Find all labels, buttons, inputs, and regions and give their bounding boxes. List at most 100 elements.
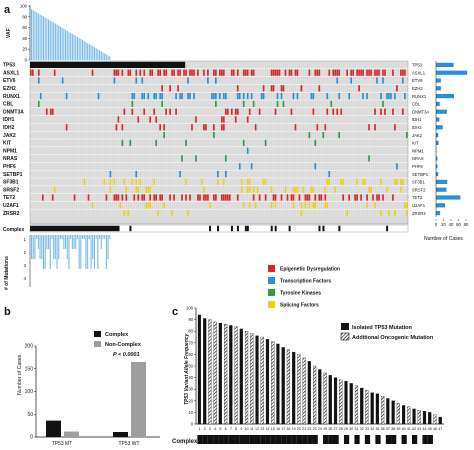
vaf-bar [39, 14, 41, 61]
gene-label-right-setbp1: SETBP1 [412, 172, 429, 177]
panel-c-xtick-12: 12 [255, 427, 259, 431]
cell-asxl1 [171, 69, 173, 76]
cell-tet2 [360, 194, 362, 201]
cell-asxl1 [360, 69, 362, 76]
vaf-tick-0: 0 [25, 58, 28, 63]
cell-runx1 [215, 93, 217, 100]
cell-tet2 [113, 194, 116, 201]
panel-c-bar-31 [354, 385, 359, 425]
panel-c-xtick-23: 23 [313, 427, 317, 431]
cell-tet2 [376, 194, 378, 201]
panel-c-complex-label: Complex [172, 439, 198, 445]
cell-srsf2 [294, 186, 297, 193]
cell-tet2 [378, 194, 380, 201]
cell-srsf2 [53, 186, 56, 193]
cell-cbl [276, 100, 279, 107]
mutation-ticks: 1 2 3 4 [24, 235, 31, 287]
mutation-bar [75, 235, 77, 249]
cell-sf3b1 [400, 178, 402, 185]
cell-u2af1 [314, 202, 317, 209]
cell-tet2 [141, 194, 144, 201]
gene-label-u2af1: U2AF1 [3, 203, 19, 209]
cell-tet2 [324, 194, 327, 201]
vaf-bar [88, 44, 90, 60]
mutation-bar [109, 235, 111, 239]
cell-runx1 [276, 93, 279, 100]
panel-c-xtick-27: 27 [334, 427, 338, 431]
cell-runx1 [211, 93, 213, 100]
panel-b-letter: b [4, 306, 11, 318]
gene-label-right-kit: KIT [412, 141, 419, 146]
panel-c-bar-2 [203, 318, 207, 425]
panel-c-ytick-0: 0 [191, 422, 194, 427]
panel-b-bars [46, 361, 146, 437]
cell-idh2 [316, 124, 319, 131]
cell-srsf2 [334, 186, 337, 193]
vaf-bar [61, 27, 63, 60]
panel-c-complex-cell-13 [260, 435, 266, 444]
panel-c-xtick-21: 21 [302, 427, 306, 431]
vaf-bar [48, 19, 50, 60]
cell-tet2 [222, 194, 225, 201]
panel-c-xtick-7: 7 [230, 427, 232, 431]
gene-label-right-etv6: ETV6 [412, 78, 423, 83]
panel-c-complex-cell-27 [333, 435, 339, 444]
cell-asxl1 [332, 69, 335, 76]
cell-tet2 [320, 194, 323, 201]
gene-label-right-ezh2: EZH2 [412, 86, 423, 91]
cell-runx1 [131, 93, 134, 100]
panel-c-xtick-38: 38 [391, 427, 395, 431]
panel-c-complex-cell-3 [207, 435, 214, 444]
gene-label-ezh2: EZH2 [3, 86, 16, 92]
gene-label-right-jak2: JAK2 [412, 133, 423, 138]
cell-etv6 [382, 77, 384, 84]
cell-tet2 [87, 194, 90, 201]
cell-asxl1 [328, 69, 331, 76]
panel-c-complex-cell-8 [234, 435, 240, 444]
cell-srsf2 [149, 186, 152, 193]
panel-c-bar-24 [318, 369, 322, 425]
complex-cell [386, 225, 389, 232]
cell-runx1 [155, 93, 158, 100]
cell-runx1 [181, 93, 183, 100]
cell-srsf2 [310, 186, 313, 193]
cell-idh1 [149, 116, 152, 123]
cell-etv6 [141, 77, 144, 84]
panel-c-complex-cell-15 [270, 435, 276, 444]
cell-u2af1 [404, 202, 406, 209]
cell-runx1 [242, 93, 245, 100]
panel-c-ytick-20: 20 [188, 398, 193, 403]
cell-phf6 [238, 163, 241, 170]
gene-label-right-dnmt3a: DNMT3A [412, 109, 429, 114]
cell-dnmt3a [326, 108, 329, 115]
panel-c-bar-42 [412, 408, 416, 425]
gene-label-right-cbl: CBL [412, 102, 421, 107]
cell-runx1 [362, 93, 364, 100]
panel-b-ytick-100: 100 [25, 389, 34, 395]
mutation-bar [70, 235, 72, 239]
panel-c-bar-28 [339, 379, 343, 425]
vaf-tick-80: 80 [22, 14, 27, 19]
vaf-bar [80, 38, 82, 60]
vaf-bar [37, 13, 39, 60]
panel-c-xtick-6: 6 [225, 427, 227, 431]
panel-c-complex-cell-1 [197, 435, 203, 444]
panel-c-bar-37 [386, 398, 390, 425]
panel-c-bar-7 [229, 325, 233, 425]
cell-asxl1 [236, 69, 239, 76]
cell-tet2 [306, 194, 309, 201]
panel-c-ytick-60: 60 [188, 352, 193, 357]
panel-c-bar-27 [333, 377, 338, 425]
panel-c-xtick-39: 39 [396, 427, 400, 431]
complex-cell [236, 225, 239, 232]
case-bar-ezh2 [436, 86, 441, 91]
vaf-axis-label: VAF [6, 28, 12, 38]
cell-asxl1 [113, 69, 116, 76]
cell-etv6 [135, 77, 138, 84]
cell-sf3b1 [248, 178, 251, 185]
cell-tet2 [292, 194, 295, 201]
panel-c-complex-cell-14 [265, 435, 271, 444]
panel-c-xtick-4: 4 [214, 427, 216, 431]
cell-tet2 [213, 194, 215, 201]
